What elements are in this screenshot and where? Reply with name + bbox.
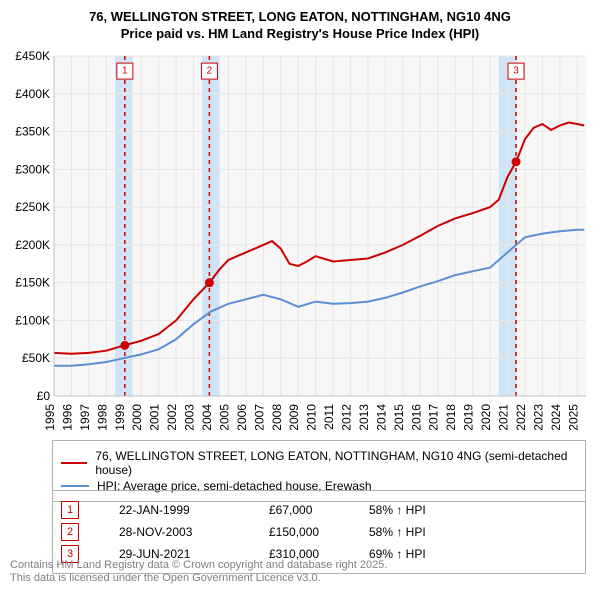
svg-text:2025: 2025 [566,404,580,430]
footer-attribution: Contains HM Land Registry data © Crown c… [10,559,387,587]
svg-text:£300K: £300K [15,162,50,176]
legend-swatch-address [61,462,87,464]
price-chart: £0 £50K £100K £150K £200K £250K £300K £350K £400… [8,50,592,430]
svg-text:£400K: £400K [15,87,50,101]
svg-text:£150K: £150K [15,276,50,290]
svg-text:1995: 1995 [43,404,57,430]
svg-text:2022: 2022 [514,404,528,430]
chart-title-line2: Price paid vs. HM Land Registry's House … [0,26,600,41]
annotation-price: £67,000 [269,503,369,517]
svg-text:2015: 2015 [392,404,406,430]
footer-line1: Contains HM Land Registry data © Crown c… [10,559,387,573]
svg-text:£350K: £350K [15,125,50,139]
annotation-pct: 58% ↑ HPI [369,503,489,517]
svg-text:1999: 1999 [113,404,127,430]
legend-row-address: 76, WELLINGTON STREET, LONG EATON, NOTTI… [61,449,577,477]
svg-text:2023: 2023 [531,404,545,430]
annotation-marker: 1 [61,501,79,519]
annotation-date: 28-NOV-2003 [119,525,269,539]
svg-text:2003: 2003 [183,404,197,430]
footer-line2: This data is licensed under the Open Gov… [10,572,387,586]
chart-title-line1: 76, WELLINGTON STREET, LONG EATON, NOTTI… [0,0,600,26]
svg-text:2001: 2001 [148,404,162,430]
svg-text:1996: 1996 [60,404,74,430]
svg-text:2008: 2008 [270,404,284,430]
svg-text:2017: 2017 [427,404,441,430]
legend-text-address: 76, WELLINGTON STREET, LONG EATON, NOTTI… [95,449,577,477]
annotation-marker: 2 [61,523,79,541]
svg-text:1: 1 [122,66,128,77]
svg-text:£450K: £450K [15,50,50,63]
svg-text:2011: 2011 [322,404,336,430]
svg-text:2014: 2014 [374,404,388,430]
svg-text:2024: 2024 [549,404,563,430]
svg-text:£50K: £50K [22,351,50,365]
svg-text:2013: 2013 [357,404,371,430]
svg-text:2016: 2016 [409,404,423,430]
svg-text:2007: 2007 [252,404,266,430]
annotation-row: 2 28-NOV-2003£150,00058% ↑ HPI [61,523,577,541]
annotation-price: £150,000 [269,525,369,539]
svg-text:£250K: £250K [15,200,50,214]
svg-text:2004: 2004 [200,404,214,430]
svg-text:2: 2 [207,66,213,77]
svg-text:2021: 2021 [497,404,511,430]
svg-text:2002: 2002 [165,404,179,430]
svg-text:2006: 2006 [235,404,249,430]
svg-text:1997: 1997 [78,404,92,430]
svg-text:£100K: £100K [15,313,50,327]
svg-text:1998: 1998 [95,404,109,430]
svg-text:2020: 2020 [479,404,493,430]
svg-text:2018: 2018 [444,404,458,430]
annotation-row: 1 22-JAN-1999£67,00058% ↑ HPI [61,501,577,519]
svg-text:£0: £0 [37,389,51,403]
svg-text:£200K: £200K [15,238,50,252]
annotation-date: 22-JAN-1999 [119,503,269,517]
svg-text:2019: 2019 [462,404,476,430]
legend-swatch-hpi [61,485,89,487]
chart-container: £0 £50K £100K £150K £200K £250K £300K £350K £400… [8,50,592,430]
annotation-pct: 58% ↑ HPI [369,525,489,539]
svg-text:2005: 2005 [217,404,231,430]
svg-text:2012: 2012 [340,404,354,430]
svg-text:3: 3 [513,66,519,77]
svg-text:2000: 2000 [130,404,144,430]
svg-text:2009: 2009 [287,404,301,430]
svg-text:2010: 2010 [305,404,319,430]
